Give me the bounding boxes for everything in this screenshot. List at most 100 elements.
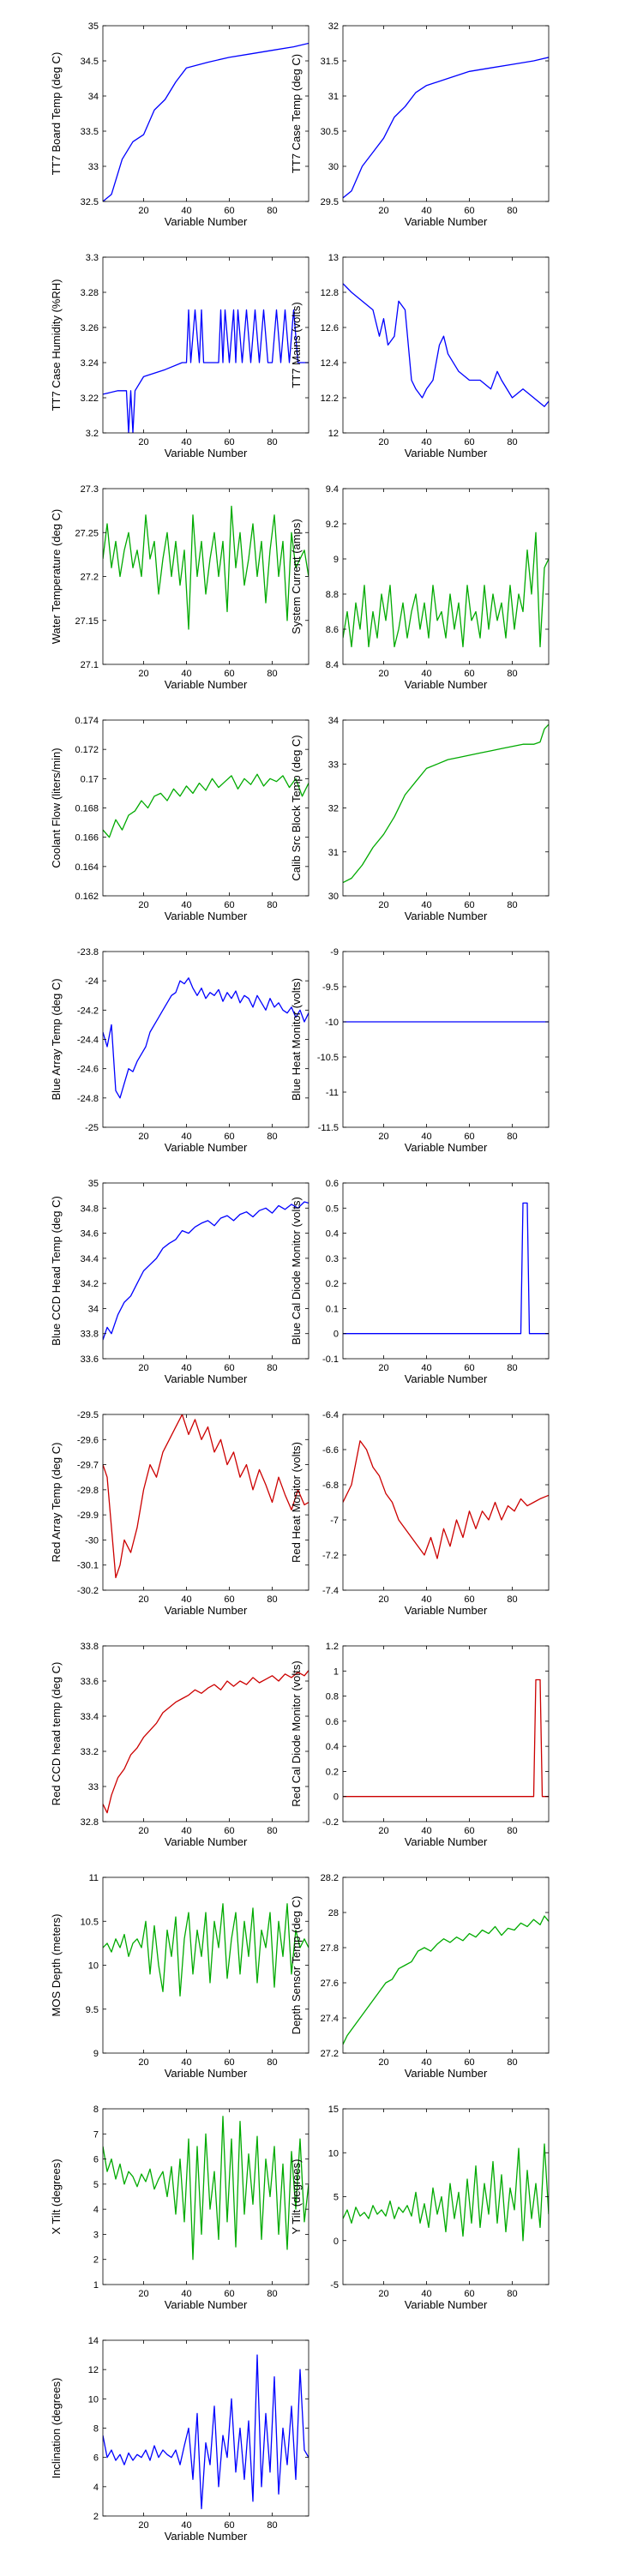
x-tick-label: 40: [181, 1132, 191, 1142]
y-tick-label: 12: [88, 2365, 99, 2375]
chart-panel-5: 8.4 8.6 8.8 9 9.2 9.4 20 40 60 80 Variable Number S…: [290, 484, 550, 691]
y-axis-label: TT7 Case Temp (deg C): [290, 54, 303, 173]
y-tick-label: -24: [85, 976, 99, 987]
chart-panel-18: 1 2 3 4 5 6 7 8 20 40 60 80 Variable Number X Tilt (d…: [50, 2105, 309, 2311]
y-axis-label: Y Tilt (degrees): [290, 2159, 303, 2235]
plot-frame: [102, 719, 309, 897]
chart-panel-7: 30 31 32 33 34 20 40 60 80 Variable Number Calib S…: [290, 716, 550, 922]
y-tick-label: 14: [88, 2336, 99, 2346]
y-axis-label: Calib Src Block Temp (deg C): [290, 735, 303, 880]
y-tick-label: 30: [328, 162, 339, 172]
plot-frame: [102, 951, 309, 1128]
y-tick-label: 12.2: [321, 393, 339, 404]
chart-panel-19: -5 0 5 10 15 20 40 60 80 Variable Number Y Tilt (d…: [290, 2105, 550, 2311]
x-tick-label: 80: [507, 1363, 517, 1373]
x-tick-label: 60: [224, 2289, 234, 2299]
x-tick-label: 60: [464, 1826, 474, 1836]
chart-panel-3: 12 12.2 12.4 12.6 12.8 13 20 40 60 80 Variable Num…: [290, 253, 550, 459]
y-axis-label: Blue Array Temp (deg C): [50, 978, 63, 1100]
y-tick-label: 1: [93, 2280, 99, 2291]
y-tick-label: 6: [93, 2453, 99, 2464]
y-tick-label: -6.6: [322, 1445, 339, 1456]
y-tick-label: 0.6: [326, 1717, 339, 1727]
series-line: [343, 2143, 549, 2242]
x-tick-label: 60: [224, 1363, 234, 1373]
x-tick-label: 20: [138, 1132, 148, 1142]
y-tick-label: 3.22: [81, 393, 99, 404]
y-tick-label: 0.3: [326, 1254, 339, 1264]
x-tick-label: 60: [224, 2520, 234, 2531]
y-tick-label: 8.8: [326, 590, 339, 600]
plot-frame: [102, 1414, 309, 1591]
y-tick-label: -6.8: [322, 1480, 339, 1491]
y-tick-label: 27.2: [321, 2049, 339, 2059]
series-line: [103, 977, 309, 1099]
x-tick-label: 40: [421, 2057, 431, 2068]
y-axis-label: Inclination (degrees): [50, 2378, 63, 2479]
x-tick-label: 20: [138, 2289, 148, 2299]
y-tick-label: -25: [85, 1123, 99, 1133]
y-tick-label: 0.162: [75, 892, 99, 902]
x-tick-label: 40: [421, 1363, 431, 1373]
plot-frame: [342, 1414, 550, 1591]
x-tick-label: 40: [181, 1363, 191, 1373]
y-tick-label: 3.2: [86, 429, 99, 439]
y-tick-label: 5: [93, 2180, 99, 2190]
x-axis-label: Variable Number: [165, 678, 248, 691]
y-tick-label: 0.2: [326, 1279, 339, 1289]
x-tick-label: 80: [267, 437, 277, 447]
x-tick-label: 20: [138, 437, 148, 447]
x-tick-label: 20: [138, 669, 148, 679]
y-axis-label: MOS Depth (meters): [50, 1914, 63, 2017]
y-axis-label: Coolant Flow (liters/min): [50, 748, 63, 868]
y-tick-label: 3.28: [81, 288, 99, 298]
plot-frame: [102, 1645, 309, 1822]
y-tick-label: 4: [93, 2483, 99, 2493]
plot-frame: [102, 1182, 309, 1360]
chart-panel-9: -11.5 -11 -10.5 -10 -9.5 -9 20 40 60 80 Variable N…: [290, 947, 550, 1154]
y-tick-label: -24.6: [77, 1065, 99, 1075]
x-tick-label: 20: [378, 1363, 388, 1373]
series-line: [103, 2116, 309, 2261]
x-axis-label: Variable Number: [165, 2067, 248, 2080]
x-tick-label: 60: [224, 437, 234, 447]
x-tick-label: 60: [224, 900, 234, 910]
x-tick-label: 60: [224, 1132, 234, 1142]
x-tick-label: 80: [267, 1594, 277, 1605]
y-tick-label: -23.8: [77, 947, 99, 958]
x-tick-label: 20: [378, 437, 388, 447]
x-tick-label: 40: [421, 669, 431, 679]
x-tick-label: 40: [421, 206, 431, 216]
y-tick-label: 27.15: [75, 616, 99, 627]
y-tick-label: -24.4: [77, 1036, 99, 1046]
x-tick-label: 20: [138, 900, 148, 910]
y-tick-label: 3.26: [81, 323, 99, 333]
y-tick-label: 3: [93, 2230, 99, 2240]
y-axis-label: Depth Sensor Temp (deg C): [290, 1896, 303, 2035]
y-tick-label: 0.174: [75, 716, 99, 726]
x-tick-label: 80: [507, 437, 517, 447]
y-tick-label: 3.3: [86, 253, 99, 263]
x-tick-label: 20: [138, 2057, 148, 2068]
y-tick-label: -9: [330, 947, 339, 958]
series-line: [103, 309, 309, 433]
y-tick-label: -5: [330, 2280, 339, 2291]
y-axis-label: Blue Cal Diode Monitor (volts): [290, 1197, 303, 1345]
chart-panel-17: 27.2 27.4 27.6 27.8 28 28.2 20 40 60 80 Variable N…: [290, 1873, 550, 2080]
x-tick-label: 60: [224, 1826, 234, 1836]
y-tick-label: 27.6: [321, 1979, 339, 1989]
y-tick-label: -7.2: [322, 1551, 339, 1561]
y-tick-label: 34: [88, 92, 99, 102]
y-tick-label: 0: [334, 1330, 339, 1340]
y-tick-label: 0.168: [75, 804, 99, 814]
x-tick-label: 80: [507, 669, 517, 679]
y-tick-label: 27.1: [81, 660, 99, 670]
y-tick-label: 33: [88, 162, 99, 172]
y-tick-label: -0.1: [322, 1354, 339, 1365]
x-tick-label: 40: [421, 1594, 431, 1605]
y-tick-label: 13: [328, 253, 339, 263]
series-line: [343, 1202, 549, 1335]
y-tick-label: 31.5: [321, 57, 339, 67]
x-tick-label: 40: [421, 2289, 431, 2299]
